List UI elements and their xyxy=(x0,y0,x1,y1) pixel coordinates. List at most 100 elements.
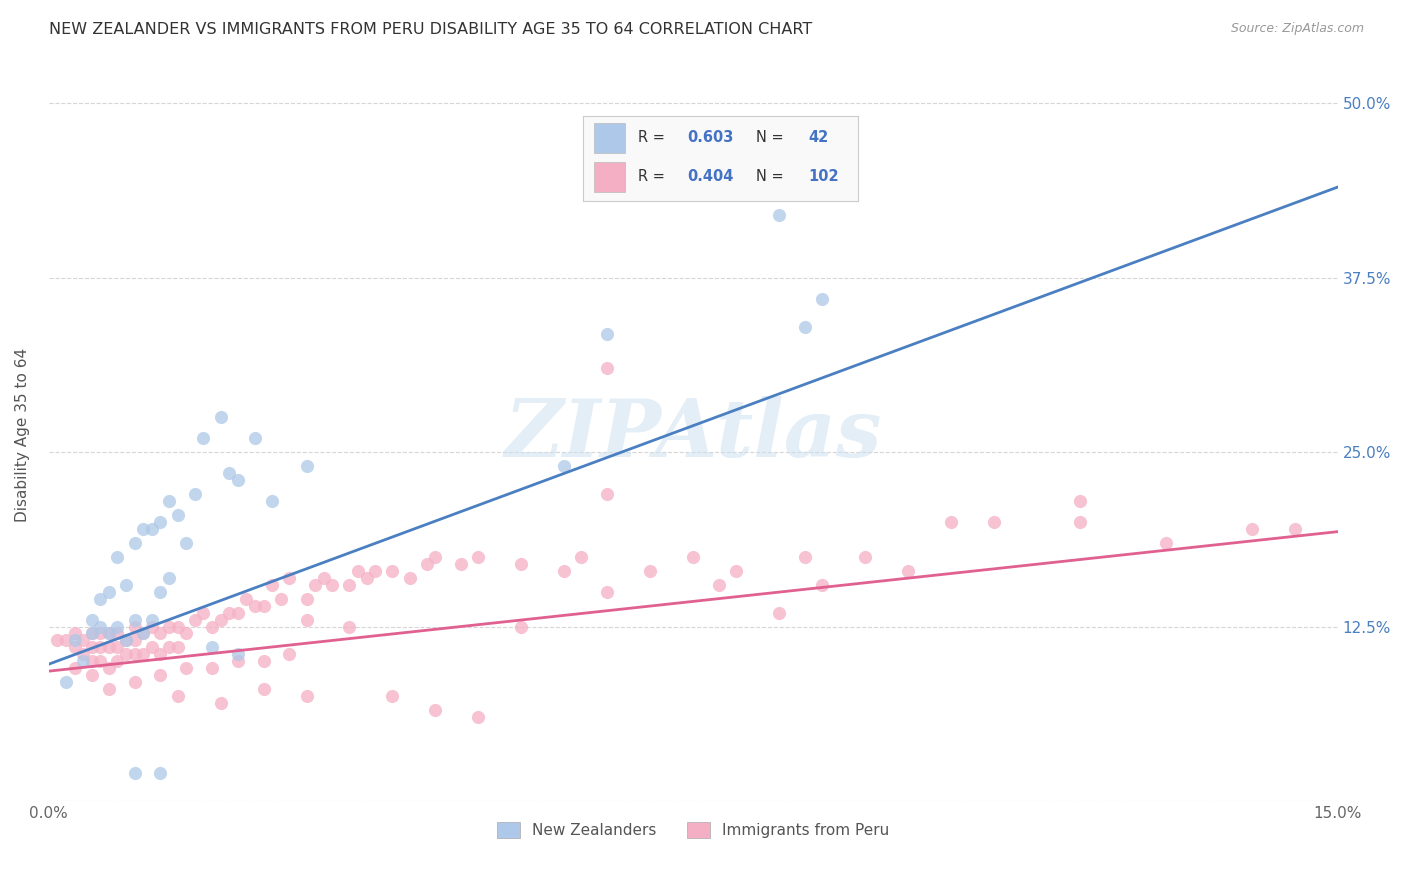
Point xyxy=(218,606,240,620)
Point xyxy=(157,571,180,585)
Point xyxy=(768,208,790,222)
Point xyxy=(124,619,146,633)
Point xyxy=(596,361,619,376)
Point xyxy=(510,557,533,571)
Point xyxy=(89,654,111,668)
Point xyxy=(295,591,318,606)
Point xyxy=(141,619,163,633)
Point xyxy=(124,613,146,627)
Point xyxy=(166,508,188,522)
Point xyxy=(107,640,129,655)
Point xyxy=(596,326,619,341)
Text: 102: 102 xyxy=(808,169,839,185)
Legend: New Zealanders, Immigrants from Peru: New Zealanders, Immigrants from Peru xyxy=(491,816,896,845)
Point xyxy=(209,696,232,710)
Point xyxy=(218,466,240,480)
Point xyxy=(97,626,120,640)
Point xyxy=(226,473,249,487)
Point xyxy=(252,599,274,613)
Point xyxy=(55,675,77,690)
Point xyxy=(89,626,111,640)
Text: NEW ZEALANDER VS IMMIGRANTS FROM PERU DISABILITY AGE 35 TO 64 CORRELATION CHART: NEW ZEALANDER VS IMMIGRANTS FROM PERU DI… xyxy=(49,22,813,37)
Text: Source: ZipAtlas.com: Source: ZipAtlas.com xyxy=(1230,22,1364,36)
Point xyxy=(425,703,447,717)
Point xyxy=(149,668,172,682)
Point xyxy=(312,571,335,585)
Point xyxy=(252,654,274,668)
Point xyxy=(149,626,172,640)
Point xyxy=(141,522,163,536)
Point xyxy=(63,626,86,640)
Point xyxy=(725,564,748,578)
Point xyxy=(72,633,94,648)
Bar xyxy=(595,161,624,192)
Point xyxy=(339,577,361,591)
Point xyxy=(243,599,266,613)
Point xyxy=(811,577,834,591)
Y-axis label: Disability Age 35 to 64: Disability Age 35 to 64 xyxy=(15,348,30,522)
Point xyxy=(571,549,593,564)
Point xyxy=(46,633,69,648)
Text: R =: R = xyxy=(638,169,669,185)
Point xyxy=(132,522,155,536)
Text: 0.603: 0.603 xyxy=(688,130,734,145)
Point xyxy=(97,661,120,675)
Point xyxy=(124,675,146,690)
Point xyxy=(115,577,138,591)
Point xyxy=(157,640,180,655)
Point xyxy=(553,459,575,474)
Point xyxy=(416,557,439,571)
Point xyxy=(793,549,815,564)
Point xyxy=(707,577,730,591)
Point xyxy=(174,661,197,675)
Point xyxy=(321,577,343,591)
Point xyxy=(107,619,129,633)
Point xyxy=(63,661,86,675)
Point xyxy=(226,606,249,620)
Point xyxy=(157,619,180,633)
Point xyxy=(166,640,188,655)
Point xyxy=(80,640,103,655)
Point xyxy=(381,690,404,704)
Point xyxy=(510,619,533,633)
Point xyxy=(72,648,94,662)
Point xyxy=(97,584,120,599)
Text: ZIPAtlas: ZIPAtlas xyxy=(505,396,882,474)
Point xyxy=(339,619,361,633)
Point xyxy=(811,292,834,306)
Point xyxy=(1240,522,1263,536)
Point xyxy=(347,564,370,578)
Point xyxy=(141,640,163,655)
Point xyxy=(107,626,129,640)
Point xyxy=(226,654,249,668)
Point xyxy=(682,549,704,564)
Point xyxy=(141,613,163,627)
Point xyxy=(201,661,224,675)
Point xyxy=(467,710,489,724)
Point xyxy=(897,564,920,578)
Point xyxy=(149,648,172,662)
Point xyxy=(939,515,962,529)
Text: R =: R = xyxy=(638,130,669,145)
Point xyxy=(149,515,172,529)
Point xyxy=(270,591,292,606)
Point xyxy=(295,613,318,627)
Point xyxy=(157,494,180,508)
Point xyxy=(201,619,224,633)
Bar xyxy=(595,123,624,153)
Point xyxy=(149,584,172,599)
Point xyxy=(638,564,661,578)
Point xyxy=(201,640,224,655)
Point xyxy=(450,557,472,571)
Point xyxy=(63,640,86,655)
Point xyxy=(97,640,120,655)
Point xyxy=(149,766,172,780)
Point xyxy=(166,619,188,633)
Point xyxy=(107,549,129,564)
Point xyxy=(364,564,387,578)
Point xyxy=(124,633,146,648)
Point xyxy=(278,648,301,662)
Point xyxy=(124,536,146,550)
Point xyxy=(132,648,155,662)
Point xyxy=(97,626,120,640)
